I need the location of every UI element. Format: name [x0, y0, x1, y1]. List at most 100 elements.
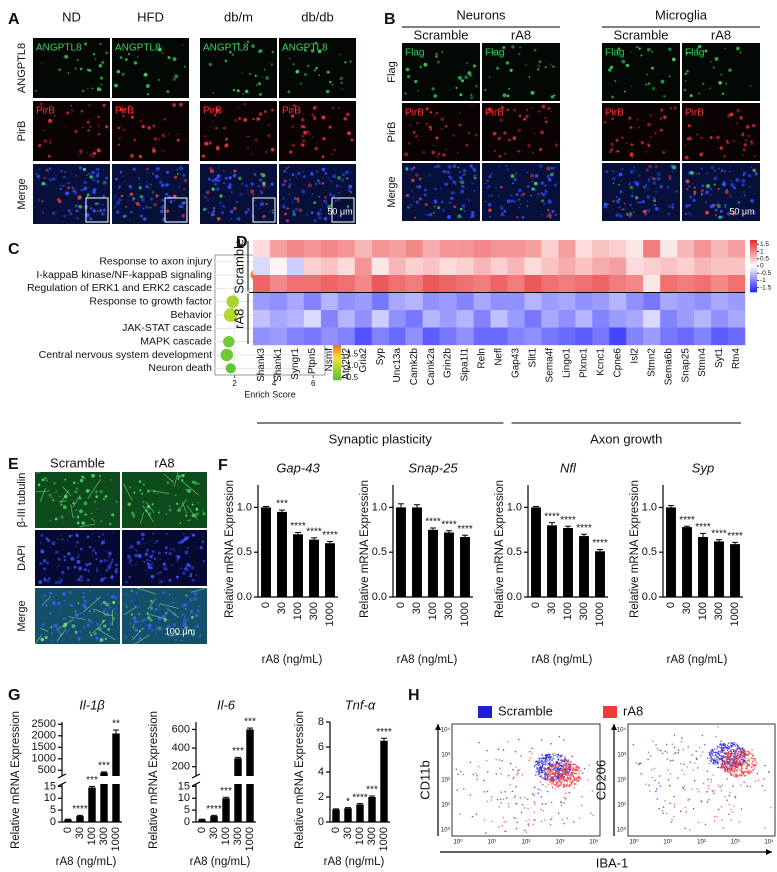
micrograph-spot: [181, 168, 184, 170]
micrograph-spot: [736, 46, 740, 51]
micrograph-spot: [301, 189, 306, 194]
micrograph-spot: [90, 634, 93, 637]
y-axis-label: CD206: [593, 760, 608, 800]
micrograph-spot: [690, 170, 694, 175]
heatmap-cell: [473, 257, 491, 276]
micrograph-spot: [705, 201, 708, 204]
bar: [76, 816, 84, 822]
event-dot: [721, 818, 723, 821]
micrograph-spot: [155, 631, 157, 634]
micrograph-spot: [642, 185, 647, 189]
event-dot: [684, 806, 687, 809]
micrograph-spot: [49, 142, 52, 145]
event-dot: [546, 760, 549, 762]
y-tick-label: 0.0: [237, 591, 252, 603]
bar: [579, 536, 589, 597]
micrograph-spot: [713, 169, 717, 172]
micrograph-spot: [341, 88, 343, 91]
micrograph-fiber: [142, 505, 154, 523]
event-dot: [557, 780, 559, 782]
micrograph-spot: [701, 184, 705, 188]
micrograph-spot: [74, 67, 77, 70]
micrograph-spot: [455, 183, 457, 185]
micrograph-spot: [633, 211, 635, 213]
micrograph-spot: [89, 125, 92, 128]
event-dot: [683, 785, 686, 787]
heatmap-cell: [524, 310, 542, 328]
micrograph-spot: [517, 149, 521, 153]
micrograph-spot: [48, 167, 52, 170]
event-dot: [742, 770, 744, 773]
event-dot: [745, 770, 748, 773]
event-dot: [650, 755, 652, 757]
x-tick-label: 2: [232, 379, 237, 388]
micrograph-spot: [97, 124, 100, 127]
event-dot: [660, 749, 662, 752]
micrograph-spot: [67, 209, 71, 213]
event-dot: [571, 772, 573, 775]
event-dot: [561, 777, 563, 780]
micrograph-spot: [261, 200, 263, 202]
event-dot: [761, 784, 764, 787]
micrograph-spot: [38, 199, 41, 202]
event-dot: [746, 767, 749, 770]
micrograph-spot: [468, 198, 470, 201]
micrograph-spot: [76, 217, 79, 220]
micrograph-spot: [158, 180, 163, 185]
event-dot: [741, 768, 743, 770]
event-dot: [500, 772, 503, 775]
micrograph-spot: [127, 502, 131, 507]
micrograph-spot: [89, 118, 91, 120]
micrograph-spot: [134, 202, 137, 204]
micrograph-spot: [114, 613, 117, 615]
event-dot: [558, 761, 560, 764]
micrograph-spot: [286, 207, 289, 210]
event-dot: [536, 767, 539, 770]
event-dot: [684, 827, 687, 830]
bar: [293, 534, 303, 597]
micrograph-spot: [76, 560, 81, 564]
micrograph-spot: [75, 174, 78, 177]
micrograph-spot: [312, 106, 317, 110]
event-dot: [649, 790, 651, 792]
significance: ***: [232, 746, 244, 757]
heatmap-cell: [541, 327, 559, 346]
event-dot: [732, 750, 735, 753]
micrograph-spot: [195, 574, 198, 576]
event-dot: [534, 764, 536, 766]
micrograph-fiber: [139, 512, 145, 524]
event-dot: [752, 763, 755, 766]
micrograph-spot: [163, 118, 166, 121]
micrograph-spot: [147, 623, 152, 628]
micrograph-spot: [338, 215, 341, 218]
micrograph-spot: [164, 611, 168, 615]
micrograph-spot: [113, 205, 117, 208]
event-dot: [568, 760, 570, 763]
bar: [112, 733, 120, 776]
micrograph-spot: [42, 558, 47, 563]
micrograph-spot: [247, 136, 249, 138]
event-dot: [711, 753, 713, 755]
micrograph-spot: [534, 174, 539, 178]
micrograph-spot: [101, 533, 105, 536]
event-dot: [758, 779, 760, 782]
event-dot: [666, 751, 669, 754]
micrograph-spot: [52, 177, 56, 181]
event-dot: [566, 783, 569, 785]
event-dot: [533, 811, 536, 814]
micrograph-spot: [317, 49, 322, 54]
event-dot: [535, 770, 538, 773]
micrograph-spot: [547, 106, 551, 110]
micrograph-spot: [139, 214, 143, 218]
event-dot: [756, 772, 759, 775]
event-dot: [714, 761, 717, 763]
micrograph-spot: [346, 112, 350, 117]
event-dot: [566, 771, 569, 774]
micrograph-fiber: [87, 478, 102, 500]
event-dot: [732, 764, 734, 767]
micrograph-spot: [651, 86, 656, 91]
colorbar-step: [333, 344, 341, 348]
event-dot: [572, 767, 575, 770]
micrograph-spot: [230, 217, 233, 220]
channel-label: ANGPTL8: [36, 43, 82, 54]
